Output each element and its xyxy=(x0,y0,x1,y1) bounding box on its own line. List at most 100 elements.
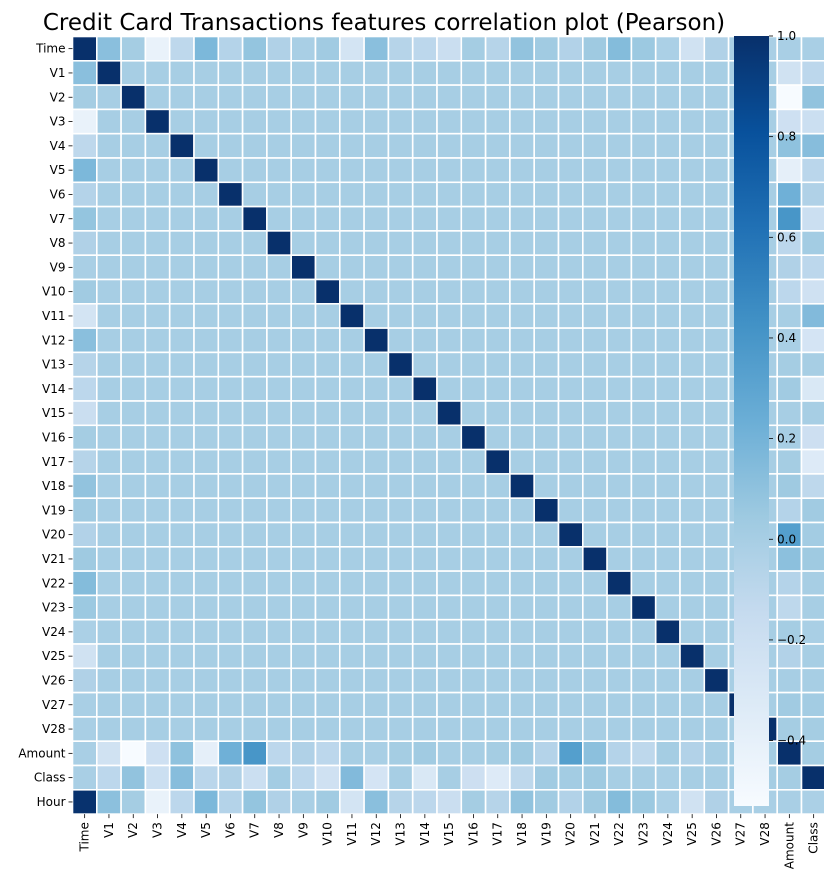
x-tick-label: V23 xyxy=(637,822,651,845)
heatmap-cell-V12-Time xyxy=(71,327,98,354)
heatmap-cell-V17-V5 xyxy=(193,448,220,475)
heatmap-cell-V18-V20 xyxy=(557,473,584,499)
heatmap-cell-V18-Amount xyxy=(776,473,803,499)
heatmap-cell-V6-V12 xyxy=(363,181,390,208)
heatmap-cell-V16-V15 xyxy=(436,424,463,451)
heatmap-cell-Amount-V22 xyxy=(606,740,633,767)
heatmap-cell-V5-V26 xyxy=(703,157,730,184)
heatmap-cell-V28-V6 xyxy=(217,716,244,743)
heatmap-cell-V20-V21 xyxy=(581,521,608,548)
heatmap-cell-V6-V23 xyxy=(630,181,657,208)
heatmap-cell-V23-V15 xyxy=(436,594,463,621)
heatmap-cell-Hour-V5 xyxy=(193,788,220,815)
heatmap-cell-Time-V17 xyxy=(484,35,511,62)
heatmap-cell-V17-V26 xyxy=(703,448,730,475)
x-tick-label: V8 xyxy=(272,822,286,838)
heatmap-cell-V10-V12 xyxy=(363,278,390,305)
heatmap-cell-V25-V2 xyxy=(120,643,147,670)
heatmap-cell-V13-V2 xyxy=(120,351,147,378)
heatmap-cell-V7-V14 xyxy=(411,205,438,232)
heatmap-cell-V17-V9 xyxy=(290,448,317,475)
heatmap-cell-V6-V26 xyxy=(703,181,730,208)
heatmap-cell-V28-V3 xyxy=(144,716,171,743)
heatmap-cell-V5-V15 xyxy=(436,157,463,184)
colorbar-tick-label: 0.2 xyxy=(777,432,796,446)
heatmap-cell-V3-V2 xyxy=(120,108,147,135)
heatmap-cell-V22-V15 xyxy=(436,570,463,597)
heatmap-cell-V3-V11 xyxy=(338,108,365,135)
heatmap-cell-V20-V15 xyxy=(436,521,463,548)
heatmap-cell-Hour-V16 xyxy=(460,788,487,815)
heatmap-cell-Amount-V10 xyxy=(314,740,341,767)
heatmap-cell-V20-V12 xyxy=(363,521,390,548)
heatmap-cell-V28-V11 xyxy=(338,716,365,743)
heatmap-cell-Time-V2 xyxy=(120,35,147,62)
x-tick-label: V25 xyxy=(685,822,699,845)
heatmap-cell-V18-V8 xyxy=(266,473,292,499)
heatmap-cell-V6-V20 xyxy=(557,181,584,208)
heatmap-cell-V8-V4 xyxy=(168,230,195,256)
heatmap-cell-V22-V7 xyxy=(241,570,268,597)
heatmap-cell-V27-V25 xyxy=(679,691,706,718)
heatmap-cell-V22-V14 xyxy=(411,570,438,597)
heatmap-cell-V3-V12 xyxy=(363,108,390,135)
heatmap-cell-V19-V3 xyxy=(144,497,171,524)
heatmap-cell-V7-V21 xyxy=(581,205,608,232)
heatmap-cell-V4-V6 xyxy=(217,132,244,159)
heatmap-cell-V20-V10 xyxy=(314,521,341,548)
heatmap-cell-V6-V25 xyxy=(679,181,706,208)
heatmap-cell-V9-V21 xyxy=(581,254,608,281)
heatmap-cell-V4-V16 xyxy=(460,132,487,159)
heatmap-cell-V4-V25 xyxy=(679,132,706,159)
heatmap-cell-V21-V20 xyxy=(557,545,584,572)
heatmap-cell-V26-V20 xyxy=(557,667,584,694)
heatmap-cell-V16-V4 xyxy=(168,424,195,451)
heatmap-cell-V20-V13 xyxy=(387,521,414,548)
heatmap-cell-V8-V14 xyxy=(411,230,438,256)
heatmap-cell-V23-V17 xyxy=(484,594,511,621)
heatmap-cell-V8-V16 xyxy=(460,230,487,256)
heatmap-cell-V20-V22 xyxy=(606,521,633,548)
heatmap-cell-V10-V19 xyxy=(533,278,560,305)
heatmap-cell-V19-V10 xyxy=(314,497,341,524)
heatmap-cell-V15-V11 xyxy=(338,400,365,427)
heatmap-cell-V16-V16 xyxy=(460,424,487,451)
heatmap-cell-V15-V10 xyxy=(314,400,341,427)
heatmap-cell-V16-V2 xyxy=(120,424,147,451)
heatmap-cell-V10-V8 xyxy=(266,278,292,305)
heatmap-cell-V19-V24 xyxy=(654,497,681,524)
heatmap-cell-V15-V2 xyxy=(120,400,147,427)
heatmap-cell-V4-V20 xyxy=(557,132,584,159)
heatmap-cell-V7-V15 xyxy=(436,205,463,232)
heatmap-cell-Hour-V25 xyxy=(679,788,706,815)
heatmap-cell-V18-V22 xyxy=(606,473,633,499)
heatmap-cell-V14-V2 xyxy=(120,375,147,402)
heatmap-cell-V8-V26 xyxy=(703,230,730,256)
heatmap-cell-V6-V7 xyxy=(241,181,268,208)
heatmap-cell-V27-V15 xyxy=(436,691,463,718)
heatmap-cell-V22-V3 xyxy=(144,570,171,597)
heatmap-cell-V8-V23 xyxy=(630,230,657,256)
heatmap-cell-V16-V10 xyxy=(314,424,341,451)
heatmap-cell-V14-V9 xyxy=(290,375,317,402)
heatmap-cell-V3-V16 xyxy=(460,108,487,135)
heatmap-cell-V9-Amount xyxy=(776,254,803,281)
heatmap-cell-V19-V13 xyxy=(387,497,414,524)
heatmap-cell-V3-V15 xyxy=(436,108,463,135)
heatmap-cell-Class-Time xyxy=(71,764,98,791)
heatmap-cell-V18-V23 xyxy=(630,473,657,499)
heatmap-cell-V21-V2 xyxy=(120,545,147,572)
heatmap-cell-Class-Amount xyxy=(776,764,803,791)
heatmap-cell-V3-V25 xyxy=(679,108,706,135)
heatmap-cell-V9-V24 xyxy=(654,254,681,281)
heatmap-cell-V8-V8 xyxy=(266,230,292,256)
heatmap-cell-V11-V18 xyxy=(509,302,535,329)
heatmap-cell-V14-V19 xyxy=(533,375,560,402)
heatmap-cell-V17-V6 xyxy=(217,448,244,475)
y-tick-labels: Time V1 V2 V3 V4 V5 V6 V7 V8 V9 V10 V11 V12 V13 V14 V15… xyxy=(18,42,73,809)
heatmap-cell-V13-V14 xyxy=(411,351,438,378)
heatmap-cell-V9-V10 xyxy=(314,254,341,281)
heatmap-cell-V23-V25 xyxy=(679,594,706,621)
heatmap-cell-V3-V14 xyxy=(411,108,438,135)
